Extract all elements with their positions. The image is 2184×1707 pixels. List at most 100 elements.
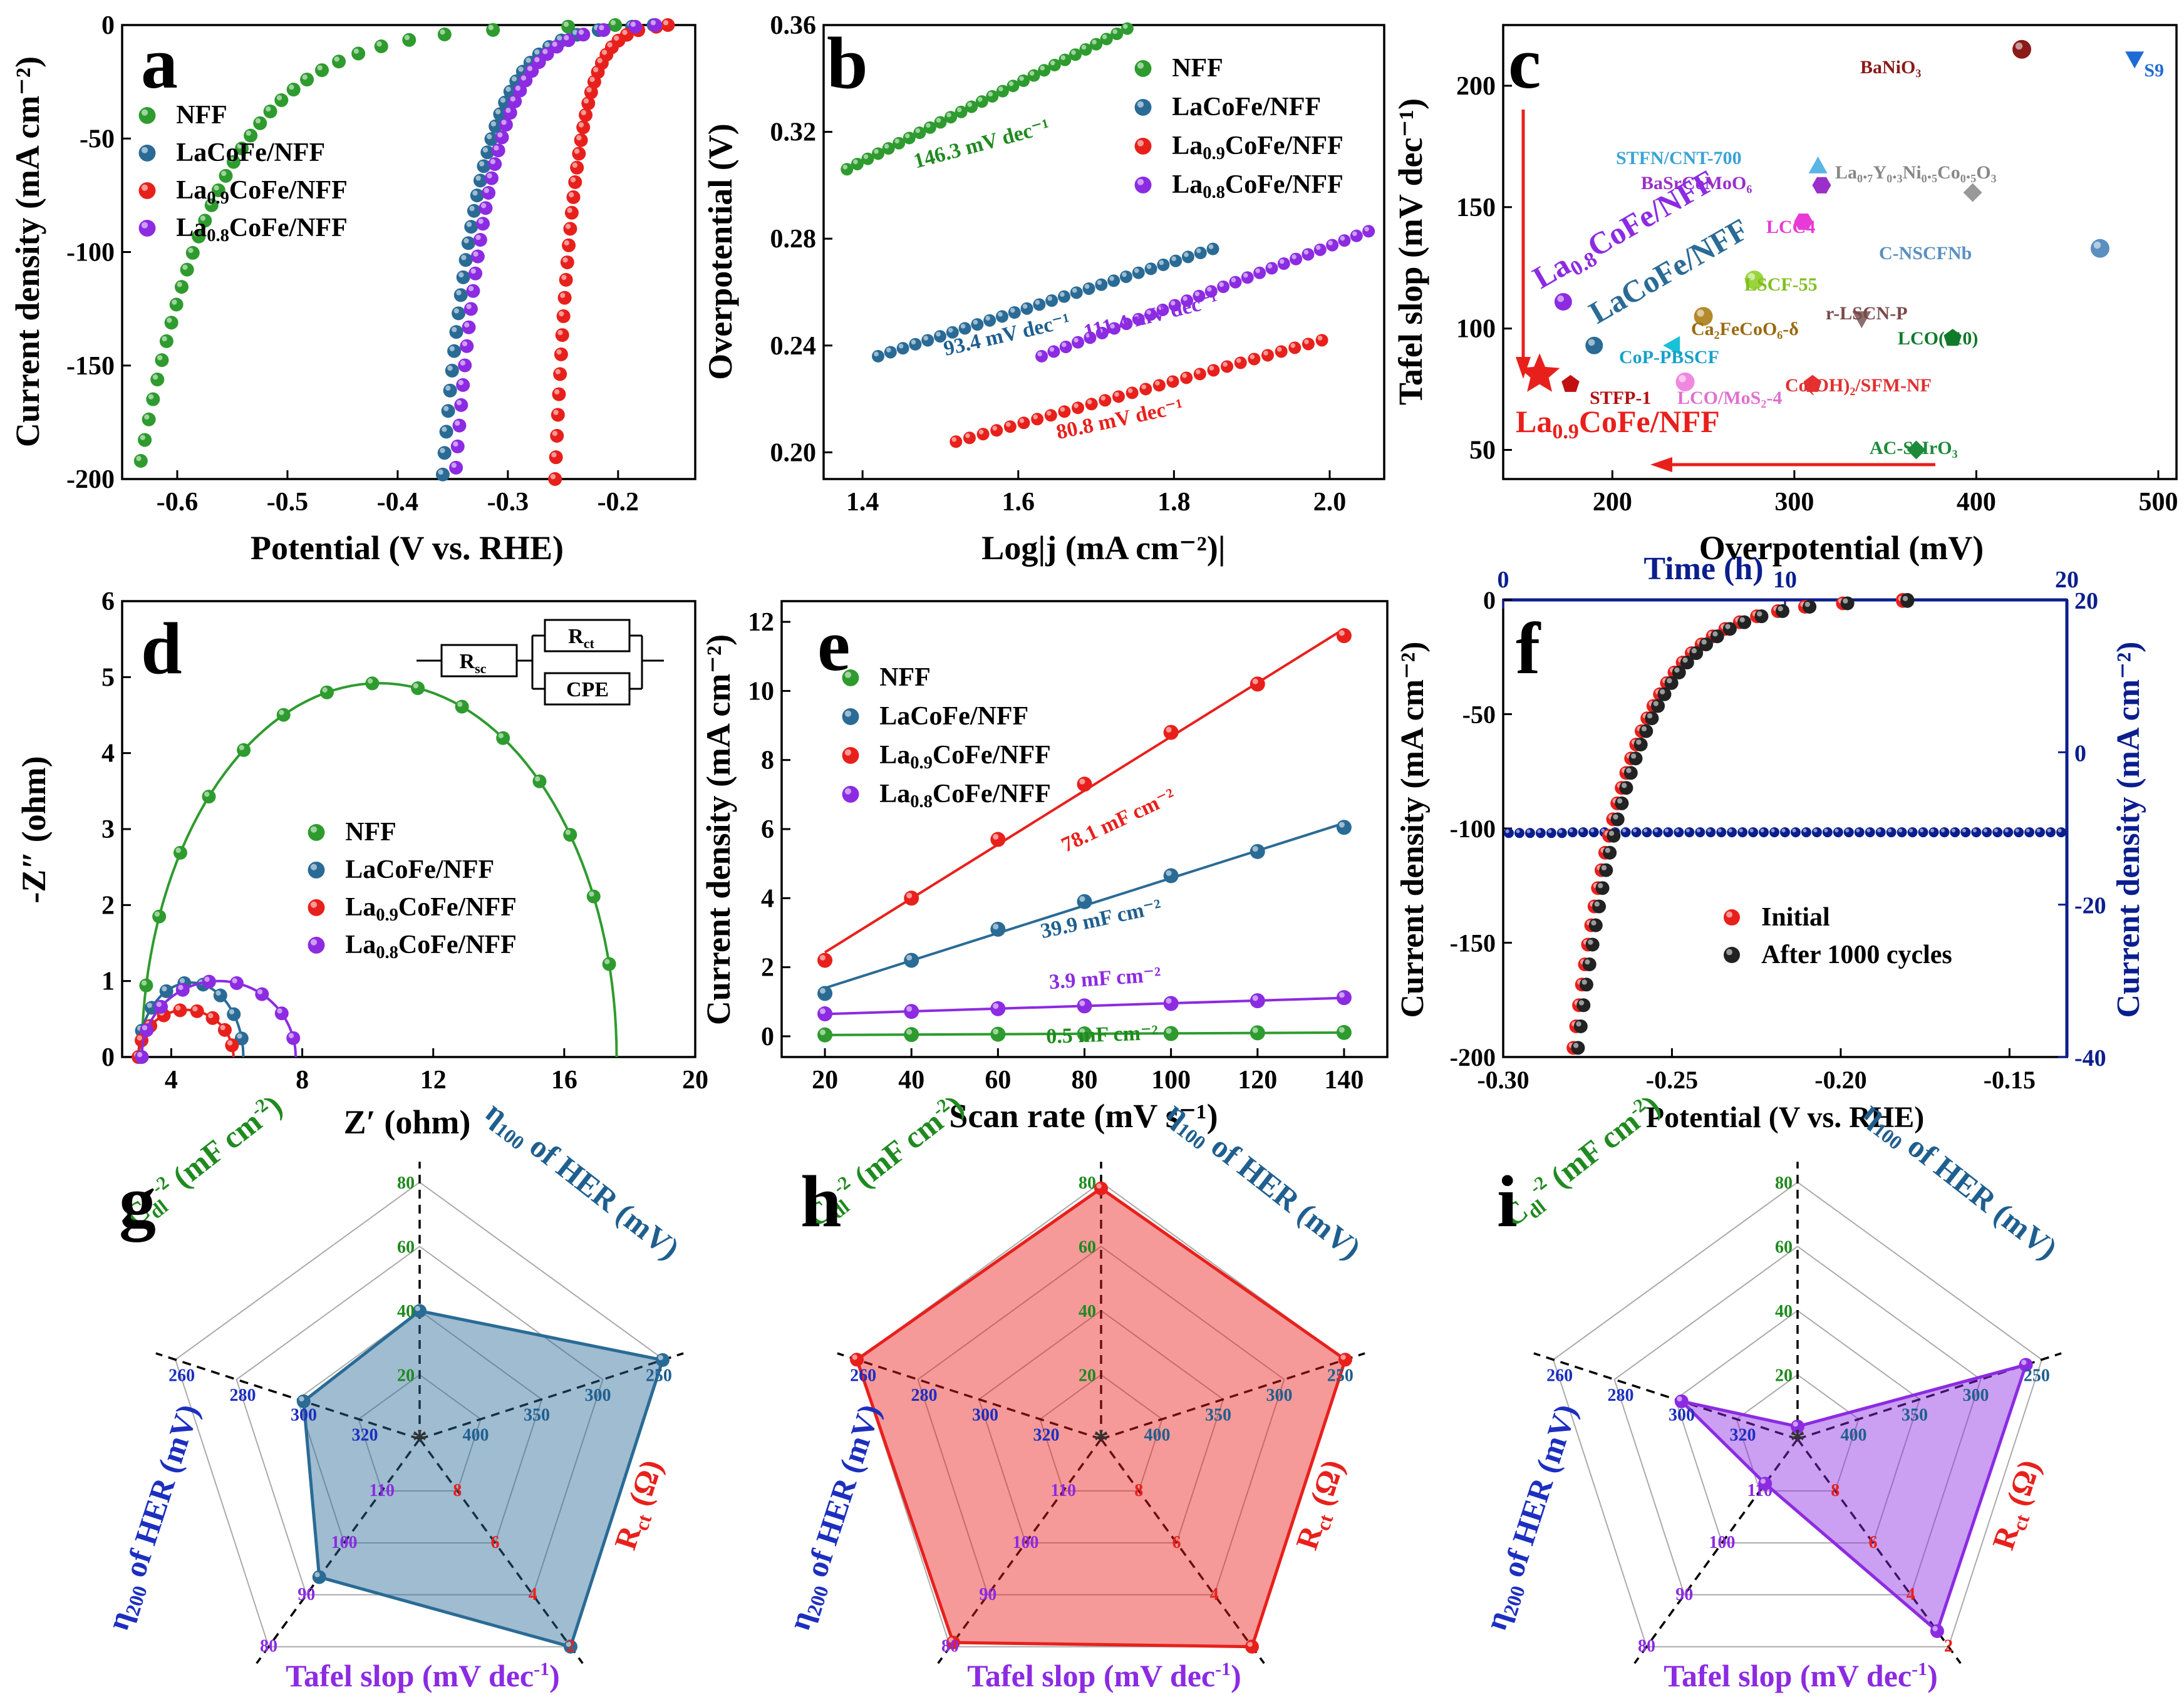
data-point xyxy=(1132,266,1145,279)
data-point xyxy=(235,142,249,156)
comparison-marker xyxy=(1803,374,1822,392)
radar-tick-label: 100 xyxy=(1709,1533,1736,1552)
point-highlight xyxy=(567,207,572,214)
x-tick-label: 20 xyxy=(682,1066,708,1095)
data-point xyxy=(286,1031,301,1045)
data-point xyxy=(229,976,244,991)
data-point xyxy=(1886,827,1897,838)
legend-marker xyxy=(138,106,156,124)
point-highlight xyxy=(188,247,194,254)
point-highlight xyxy=(1208,244,1214,249)
point-highlight xyxy=(288,1033,294,1039)
data-point xyxy=(473,173,487,188)
text-span: CoFe/NFF xyxy=(933,741,1051,770)
data-point xyxy=(1716,827,1727,838)
plot-frame xyxy=(822,24,1385,480)
point-body xyxy=(1603,845,1617,860)
data-point xyxy=(563,828,577,842)
legend-label: La0.9CoFe/NFF xyxy=(345,893,517,925)
radar-grid-ring xyxy=(917,1245,1285,1596)
point-highlight xyxy=(992,425,998,431)
legend-marker xyxy=(308,861,325,879)
point-highlight xyxy=(1183,296,1188,301)
radar-tick-label: 60 xyxy=(1079,1238,1096,1257)
data-point xyxy=(1775,604,1789,618)
point-body xyxy=(455,699,469,714)
point-highlight xyxy=(464,322,470,328)
point-body xyxy=(817,1027,833,1043)
x-tick-label: 40 xyxy=(898,1066,924,1095)
point-highlight xyxy=(1804,601,1810,607)
point-highlight xyxy=(552,41,557,47)
data-point xyxy=(851,157,864,170)
point-highlight xyxy=(1047,296,1052,301)
point-highlight xyxy=(1697,309,1704,317)
data-point xyxy=(549,450,563,465)
point-body xyxy=(1206,242,1219,255)
point-body xyxy=(1253,266,1266,279)
radar-tick-label: 20 xyxy=(1775,1366,1793,1386)
point-highlight xyxy=(1196,248,1201,254)
point-body xyxy=(574,133,588,147)
point-highlight xyxy=(1835,828,1839,833)
point-highlight xyxy=(898,343,904,349)
point-highlight xyxy=(904,133,910,138)
data-point xyxy=(587,75,601,89)
x-tick-label: -0.15 xyxy=(1984,1066,2036,1094)
data-point xyxy=(1664,676,1679,690)
data-point xyxy=(817,1006,833,1022)
text-span: Tafel slop (mV dec xyxy=(1664,1658,1912,1693)
data-point xyxy=(872,349,885,363)
point-body xyxy=(413,1304,427,1318)
radar-tick-label: 4 xyxy=(1907,1585,1915,1604)
point-highlight xyxy=(581,110,586,116)
point-highlight xyxy=(1209,366,1214,371)
point-body xyxy=(550,428,564,443)
y-tick-label: 5 xyxy=(101,663,115,692)
data-point xyxy=(1265,262,1278,275)
point-body xyxy=(648,18,663,32)
point-highlight xyxy=(1843,598,1848,604)
point-body xyxy=(1290,252,1303,266)
point-body xyxy=(190,1004,204,1018)
data-point xyxy=(861,152,874,165)
y-tick-label: -200 xyxy=(66,465,115,494)
point-highlight xyxy=(1158,305,1164,311)
data-point xyxy=(1241,271,1254,284)
point-highlight xyxy=(505,86,511,92)
point-body xyxy=(1163,868,1179,884)
point-highlight xyxy=(1046,411,1052,416)
data-point xyxy=(314,63,329,78)
point-body xyxy=(1684,827,1695,838)
data-point xyxy=(1152,379,1166,392)
point-highlight xyxy=(576,135,582,141)
data-point xyxy=(1567,827,1578,838)
point-highlight xyxy=(207,200,212,206)
point-body xyxy=(1350,229,1363,242)
data-point xyxy=(996,85,1009,98)
point-highlight xyxy=(1279,259,1285,264)
data-point xyxy=(933,330,946,343)
x-tick-label: 12 xyxy=(420,1066,447,1095)
point-body xyxy=(155,353,169,368)
data-point xyxy=(479,201,493,215)
comparison-label: C-NSCFNb xyxy=(1879,243,1972,264)
data-point xyxy=(1302,338,1315,351)
point-highlight xyxy=(449,346,455,351)
comparison-label: LCO/MoS₂-4 xyxy=(1677,388,1782,408)
x-tick-label: 400 xyxy=(1957,488,1996,517)
data-point xyxy=(1288,341,1302,354)
panel-a: -0.6 -0.5 -0.4 -0.3 -0.2 0 -50 -100 -150 -200 Pote… xyxy=(9,11,696,567)
point-highlight xyxy=(460,360,466,366)
radar-tick-label: 110 xyxy=(1747,1481,1773,1500)
point-highlight xyxy=(208,1013,214,1019)
data-point xyxy=(493,107,507,121)
data-point xyxy=(227,1007,241,1021)
radar-vertex xyxy=(1674,1394,1689,1408)
data-point xyxy=(1960,827,1971,838)
text-span: CoFe/NFF xyxy=(1225,132,1343,160)
point-highlight xyxy=(152,374,158,380)
point-highlight xyxy=(266,106,271,112)
point-body xyxy=(1338,1353,1352,1367)
point-highlight xyxy=(457,701,463,707)
